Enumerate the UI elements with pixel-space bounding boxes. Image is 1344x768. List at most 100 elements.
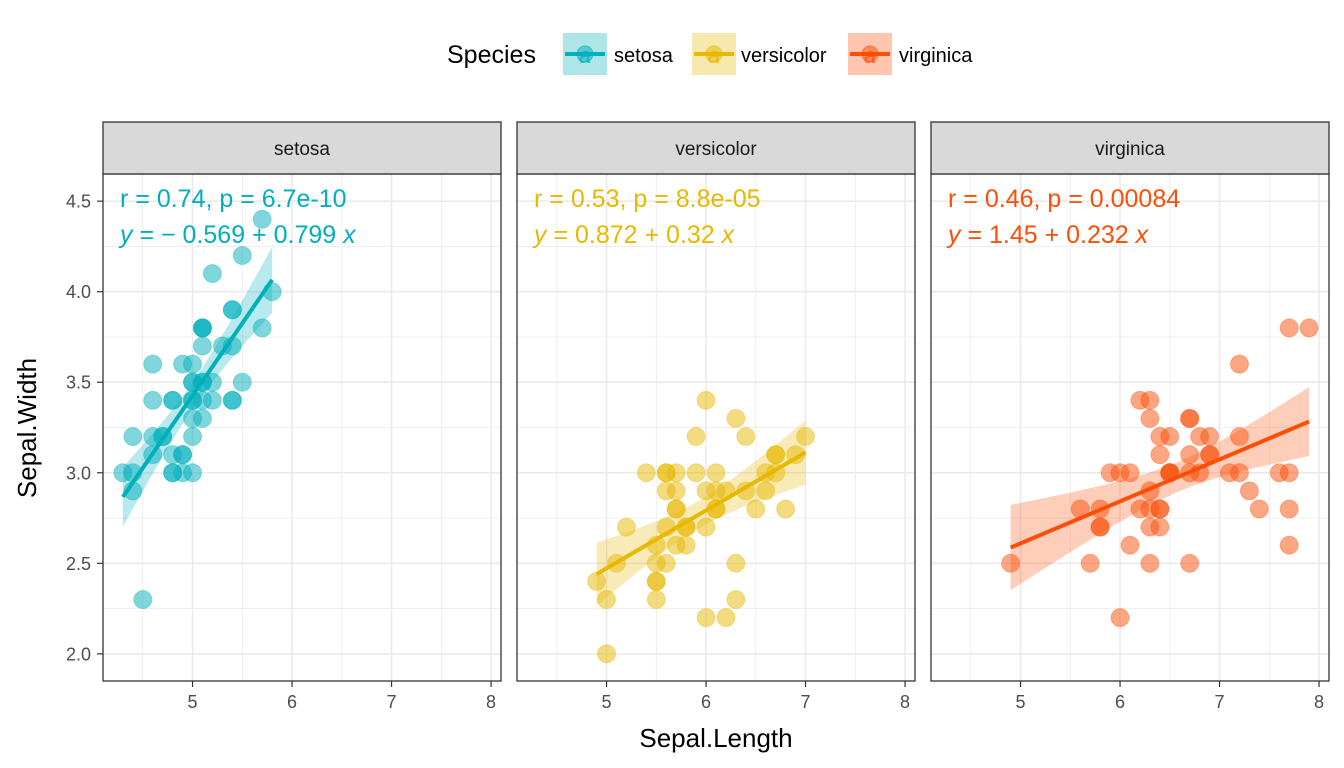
data-point — [766, 445, 786, 465]
data-point — [676, 535, 696, 555]
data-point — [696, 390, 716, 410]
x-tick-label: 8 — [900, 692, 910, 712]
data-point — [1279, 499, 1299, 519]
data-point — [776, 499, 796, 519]
strip-background — [102, 121, 502, 175]
data-point — [1080, 553, 1100, 573]
x-tick-label: 8 — [486, 692, 496, 712]
legend-label-setosa: setosa — [614, 45, 674, 67]
data-point — [222, 390, 242, 410]
panel-virginica: r = 0.46, p = 0.00084 y = 1.45 + 0.232 x v… — [930, 121, 1330, 712]
strip-background — [516, 121, 916, 175]
data-point — [123, 427, 143, 447]
data-point — [183, 463, 203, 483]
legend-point-virginica — [861, 45, 879, 63]
data-point — [696, 481, 716, 501]
data-point — [143, 427, 163, 447]
data-point — [1279, 463, 1299, 483]
y-tick-label: 2.5 — [66, 554, 91, 574]
data-point — [686, 463, 706, 483]
data-point — [1150, 427, 1170, 447]
data-point — [202, 264, 222, 284]
data-point — [1100, 463, 1120, 483]
legend-label-virginica: virginica — [899, 45, 973, 67]
equation-x: x — [721, 221, 736, 249]
data-point — [143, 390, 163, 410]
x-tick-label: 7 — [1215, 692, 1225, 712]
data-point — [1180, 553, 1200, 573]
x-tick-label: 5 — [1016, 692, 1026, 712]
x-tick-label: 7 — [801, 692, 811, 712]
data-point — [1279, 535, 1299, 555]
stat-equation: y = 1.45 + 0.232 x — [946, 221, 1150, 249]
equation-body: = 0.872 + 0.32 — [547, 221, 722, 249]
y-axis: 2.0 2.5 3.0 3.5 4.0 4.5 — [66, 192, 103, 664]
data-point — [756, 481, 776, 501]
data-point — [232, 245, 252, 265]
data-point — [1110, 608, 1130, 628]
equation-y: y — [946, 221, 962, 249]
data-point — [696, 608, 716, 628]
data-point — [232, 372, 252, 392]
legend-item-setosa: a setosa — [563, 33, 674, 75]
data-point — [1229, 427, 1249, 447]
stat-equation: y = − 0.569 + 0.799 x — [118, 221, 357, 249]
x-axis-title: Sepal.Length — [639, 723, 792, 753]
panel-setosa: r = 0.74, p = 6.7e-10 y = − 0.569 + 0.799… — [102, 121, 502, 712]
data-point — [706, 463, 726, 483]
data-point — [1249, 499, 1269, 519]
data-point — [183, 427, 203, 447]
y-tick-label: 4.5 — [66, 192, 91, 212]
data-point — [746, 499, 766, 519]
equation-body: = − 0.569 + 0.799 — [133, 221, 344, 249]
data-point — [1239, 481, 1259, 501]
data-point — [666, 499, 686, 519]
data-point — [1180, 445, 1200, 465]
legend-glyph-setosa: a — [579, 43, 591, 68]
equation-body: = 1.45 + 0.232 — [961, 221, 1136, 249]
data-point — [646, 571, 666, 591]
panel-versicolor: r = 0.53, p = 8.8e-05 y = 0.872 + 0.32 x v… — [516, 121, 916, 712]
data-point — [696, 517, 716, 537]
data-point — [666, 463, 686, 483]
regression-line — [1009, 419, 1310, 550]
legend: Species a setosa a versicolor a virginica — [447, 33, 973, 75]
legend-item-versicolor: a versicolor — [692, 33, 827, 75]
x-tick-label: 6 — [701, 692, 711, 712]
x-tick-label: 5 — [188, 692, 198, 712]
stat-correlation: r = 0.53, p = 8.8e-05 — [534, 185, 761, 213]
data-point — [646, 553, 666, 573]
data-point — [143, 354, 163, 374]
data-point — [736, 427, 756, 447]
x-tick-label: 6 — [1115, 692, 1125, 712]
data-point — [616, 517, 636, 537]
data-points — [587, 390, 816, 664]
data-point — [1229, 354, 1249, 374]
equation-x: x — [1135, 221, 1150, 249]
equation-x: x — [342, 221, 357, 249]
data-point — [646, 590, 666, 610]
y-tick-label: 3.5 — [66, 373, 91, 393]
data-point — [193, 318, 212, 338]
data-point — [193, 336, 212, 356]
data-point — [1140, 517, 1160, 537]
data-point — [587, 571, 607, 591]
stat-correlation: r = 0.74, p = 6.7e-10 — [120, 185, 347, 213]
y-tick-label: 3.0 — [66, 463, 91, 483]
data-point — [1090, 517, 1110, 537]
x-tick-label: 7 — [387, 692, 397, 712]
data-point — [1001, 553, 1021, 573]
data-point — [1120, 535, 1140, 555]
strip-label: virginica — [1095, 139, 1165, 160]
strip-label: setosa — [274, 139, 330, 160]
data-point — [133, 590, 153, 610]
data-point — [716, 608, 736, 628]
x-tick-label: 6 — [287, 692, 297, 712]
x-axis: 5 6 7 8 — [188, 681, 496, 712]
data-point — [222, 300, 242, 320]
stat-correlation: r = 0.46, p = 0.00084 — [948, 185, 1180, 213]
panel-grid — [931, 174, 1329, 681]
y-tick-label: 4.0 — [66, 282, 91, 302]
x-axis: 5 6 7 8 — [602, 681, 910, 712]
data-point — [1140, 553, 1160, 573]
